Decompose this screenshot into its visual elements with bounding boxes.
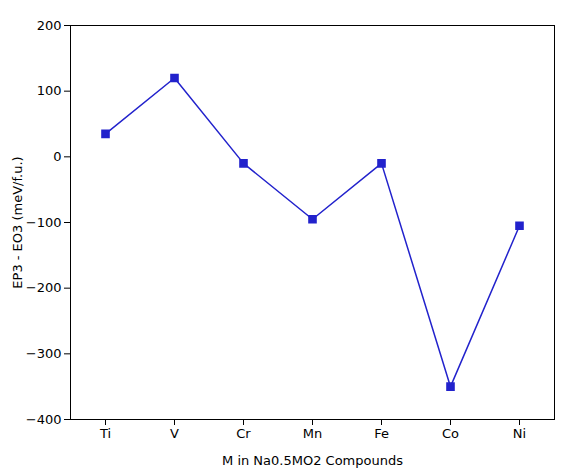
svg-text:Fe: Fe [374,426,389,441]
svg-text:100: 100 [37,83,62,98]
svg-text:EP3 - EO3 (meV/f.u.): EP3 - EO3 (meV/f.u.) [10,156,25,288]
svg-text:Mn: Mn [303,426,322,441]
svg-text:M in Na0.5MO2 Compounds: M in Na0.5MO2 Compounds [222,453,403,468]
svg-text:Ti: Ti [99,426,111,441]
svg-text:Co: Co [442,426,459,441]
svg-text:200: 200 [37,18,62,33]
svg-text:−400: −400 [26,412,62,427]
svg-text:Cr: Cr [236,426,251,441]
svg-text:0: 0 [53,149,61,164]
svg-text:V: V [170,426,179,441]
svg-text:−100: −100 [26,215,62,230]
svg-text:−300: −300 [26,346,62,361]
svg-text:Ni: Ni [513,426,526,441]
svg-text:−200: −200 [26,280,62,295]
